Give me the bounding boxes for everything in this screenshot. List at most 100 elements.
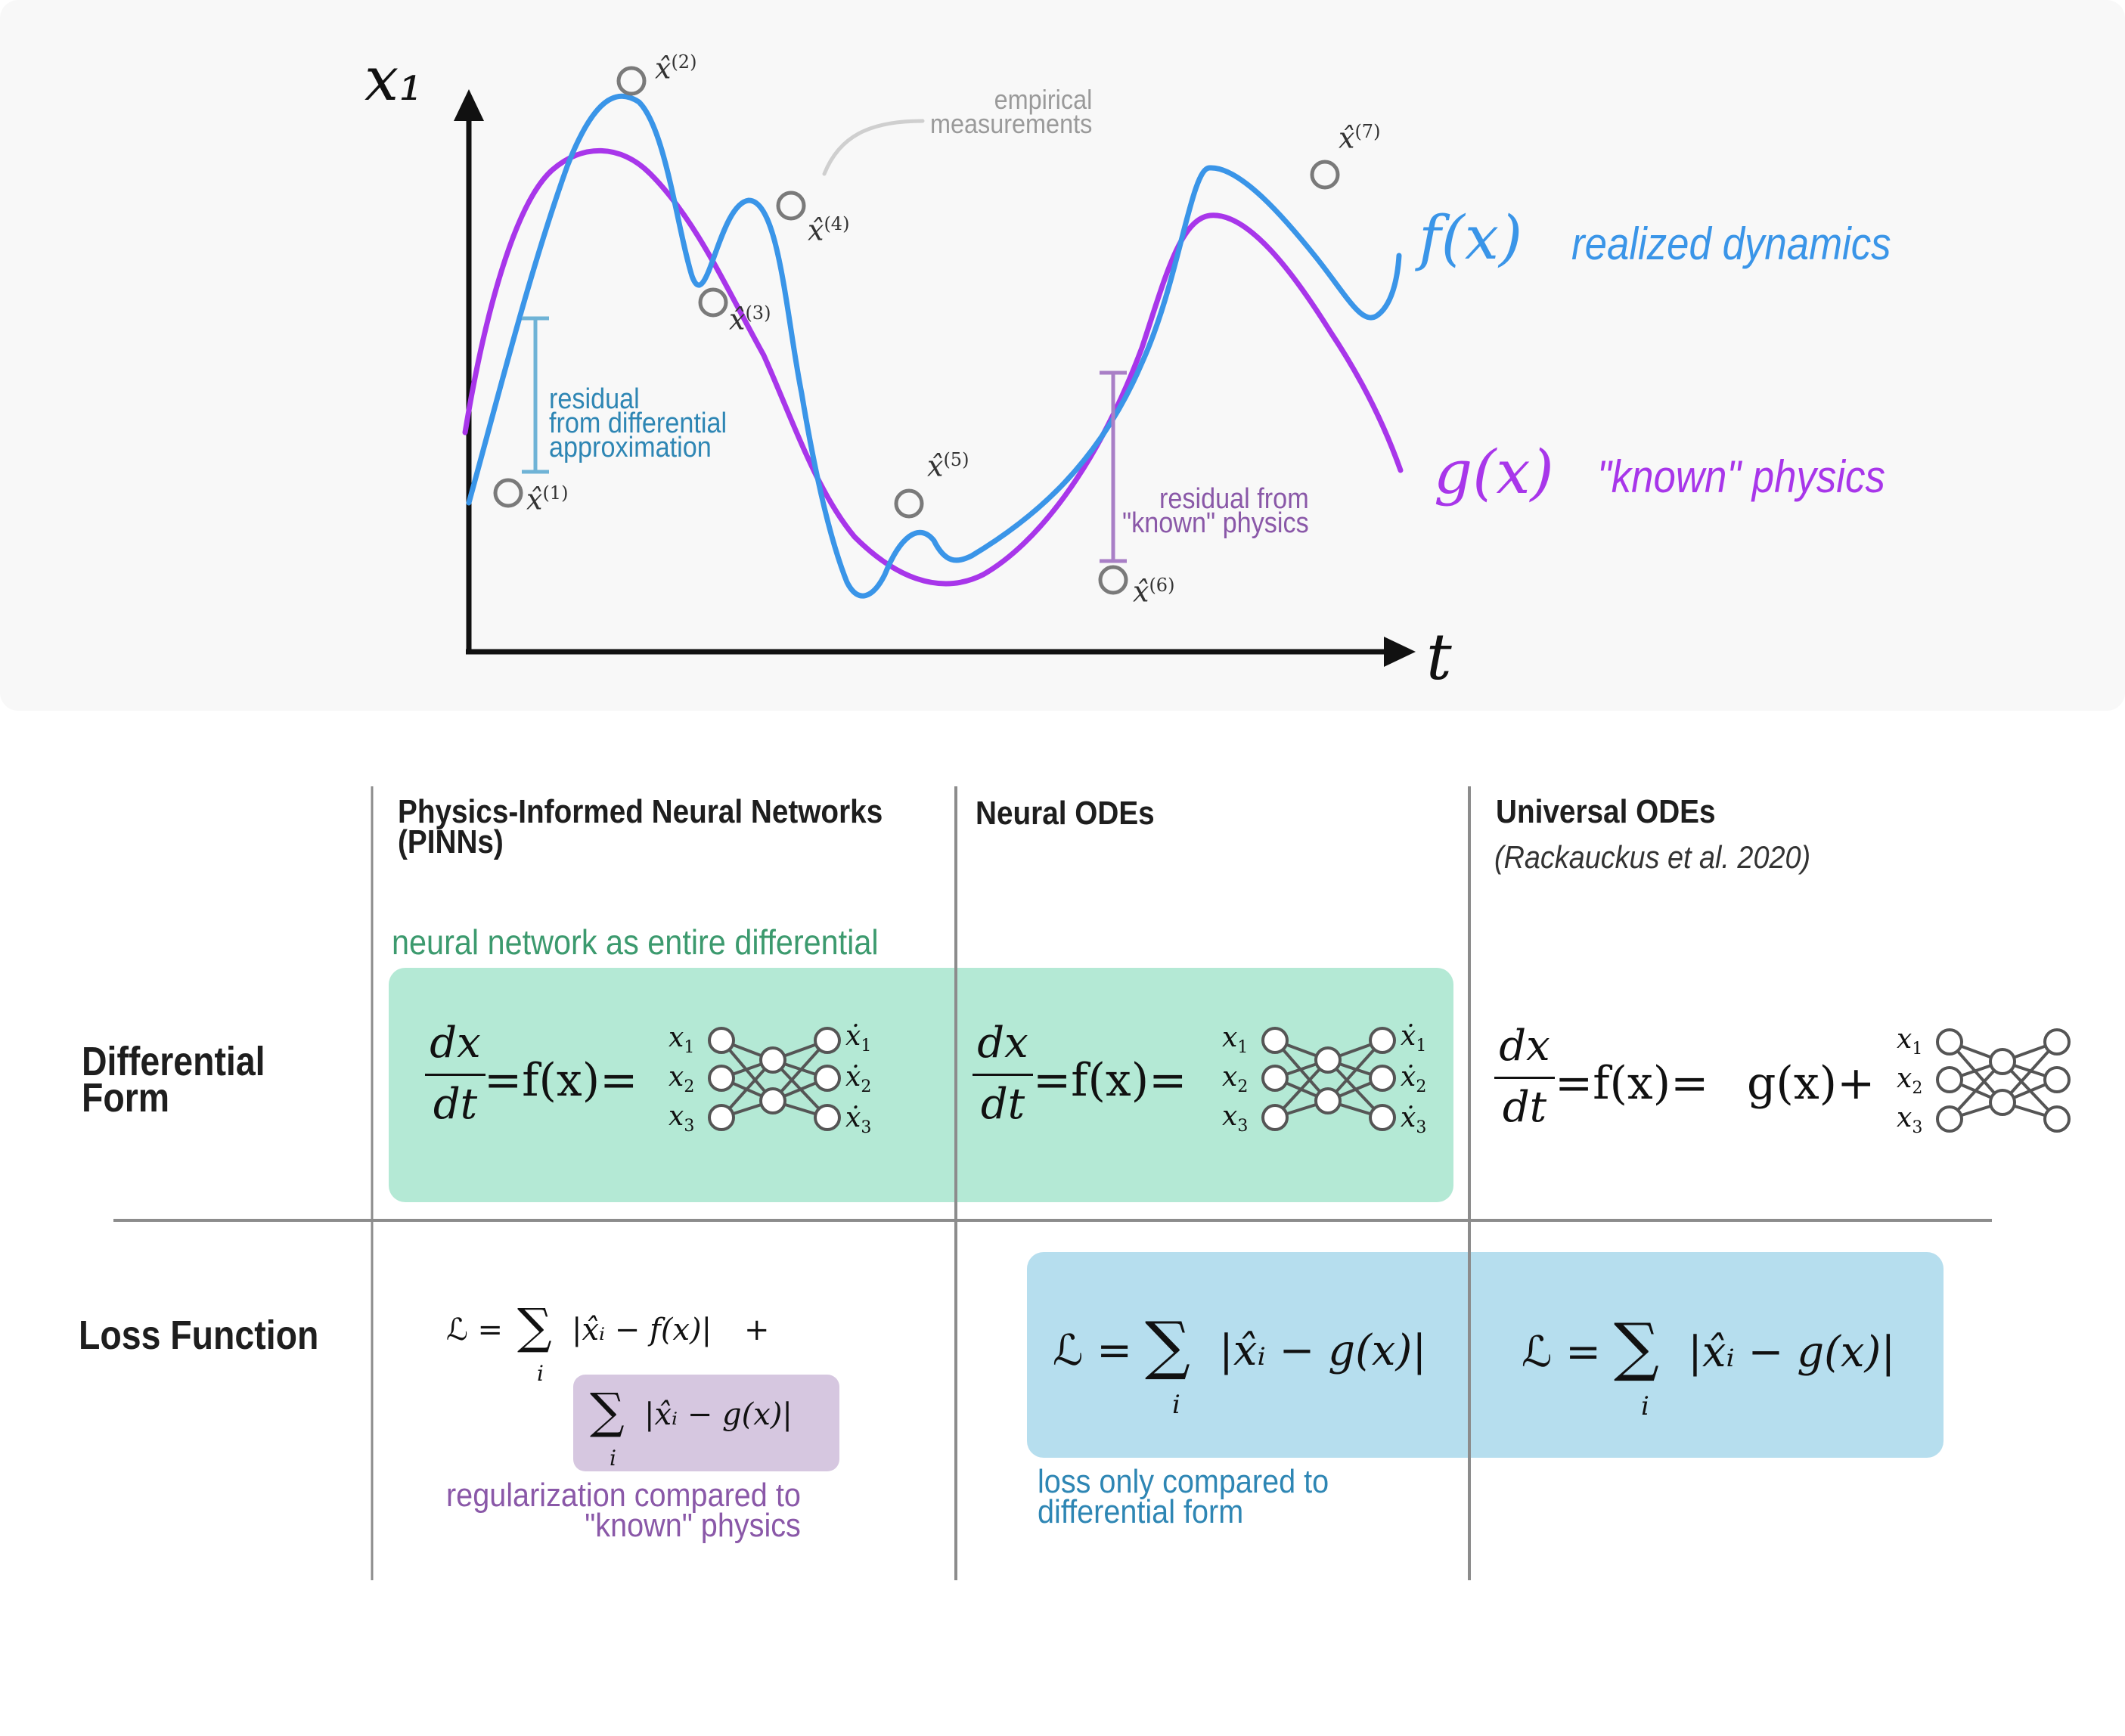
uode-input-3: x3	[1897, 1102, 1923, 1138]
node-loss-sum: ∑	[1145, 1308, 1190, 1382]
row-header-differential-line1: Differential	[82, 1039, 265, 1084]
measurement-label-5: x̂(5)	[927, 449, 969, 483]
purple-note-line1: regularization compared to	[446, 1477, 801, 1514]
node-equals-f: =f(x)=	[1033, 1054, 1187, 1107]
y-axis-label: x₁	[365, 44, 423, 114]
col-header-pinn-line2: (PINNs)	[398, 823, 504, 860]
col-header-pinn: Physics-Informed Neural Networks (PINNs)	[398, 793, 883, 860]
node-network	[1261, 1027, 1396, 1131]
measurement-6	[1098, 565, 1128, 595]
empirical-note: empirical measurements	[930, 84, 1093, 139]
uode-network	[1936, 1028, 2071, 1133]
node-output-3: ẋ3	[1401, 1102, 1427, 1138]
uode-g-plus: g(x)+	[1747, 1057, 1875, 1110]
col-header-neural-odes: Neural ODEs	[976, 795, 1155, 832]
node-dx: dx	[977, 1018, 1028, 1068]
col-subheader-universal-odes: (Rackauckus et al. 2020)	[1494, 839, 1811, 875]
uode-input-2: x2	[1897, 1063, 1923, 1099]
pinn-network	[708, 1027, 841, 1131]
node-loss-index: i	[1172, 1390, 1180, 1420]
row-header-differential-form: Differential Form	[82, 1039, 265, 1121]
uode-input-1: x1	[1897, 1024, 1923, 1059]
pinn-loss-term1: |x̂ᵢ − f(x)|	[572, 1313, 712, 1347]
node-loss-term: |x̂ᵢ − g(x)|	[1219, 1326, 1427, 1375]
pinn-input-2: x2	[669, 1062, 695, 1097]
pinn-loss-index: i	[537, 1361, 544, 1386]
pinn-loss-index2: i	[610, 1446, 616, 1471]
uode-loss-sum: ∑	[1614, 1310, 1659, 1384]
blue-highlight-box	[1027, 1252, 1944, 1458]
pinn-loss-sum2: ∑	[590, 1384, 625, 1440]
pinn-output-3: ẋ3	[845, 1102, 872, 1138]
blue-note: loss only compared to differential form	[1038, 1463, 1329, 1530]
uode-equals-f: =f(x)=	[1555, 1057, 1709, 1110]
y-axis-arrow	[454, 89, 484, 121]
node-input-1: x1	[1222, 1022, 1249, 1058]
col-header-neural-odes-line1: Neural ODEs	[976, 795, 1155, 832]
node-output-2: ẋ2	[1401, 1062, 1427, 1097]
measurement-3	[698, 287, 728, 318]
residual-diff-line1: residual	[549, 383, 640, 415]
pinn-output-2: ẋ2	[845, 1062, 872, 1097]
col-header-universal-odes-line1: Universal ODEs	[1496, 793, 1716, 830]
x-axis-arrow	[1384, 637, 1416, 667]
pinn-dt: dt	[425, 1074, 485, 1129]
g-curve	[462, 147, 1404, 587]
x-axis-label: t	[1426, 620, 1452, 694]
node-dt: dt	[973, 1074, 1033, 1129]
node-dxdt: dx dt	[973, 1019, 1033, 1129]
empirical-connector	[822, 119, 925, 176]
purple-highlight-box	[573, 1375, 839, 1471]
pinn-loss-term2: |x̂ᵢ − g(x)|	[644, 1397, 793, 1432]
measurement-label-1: x̂(1)	[526, 482, 569, 516]
uode-dxdt: dx dt	[1494, 1022, 1555, 1132]
empirical-line2: measurements	[930, 108, 1093, 139]
node-output-1: ẋ1	[1401, 1021, 1427, 1056]
residual-diff-note: residual from differential approximation	[549, 383, 727, 463]
dynamics-plot	[454, 66, 1416, 667]
uode-dx: dx	[1499, 1021, 1550, 1071]
f-description: realized dynamics	[1571, 219, 1891, 269]
row-header-loss-line1: Loss Function	[79, 1313, 319, 1358]
green-note: neural network as entire differential	[392, 922, 879, 962]
blue-note-line1: loss only compared to	[1038, 1463, 1329, 1500]
pinn-loss-sum: ∑	[517, 1299, 552, 1355]
node-input-2: x2	[1222, 1062, 1249, 1097]
row-header-differential-line2: Form	[82, 1075, 170, 1121]
measurement-label-3: x̂(3)	[729, 302, 771, 336]
purple-note-line2: "known" physics	[585, 1507, 801, 1544]
pinn-dxdt: dx dt	[425, 1019, 485, 1129]
residual-known-line1: residual from	[1159, 483, 1309, 515]
residual-known-line2: "known" physics	[1122, 507, 1309, 539]
measurement-label-4: x̂(4)	[808, 213, 850, 247]
measurement-1	[493, 478, 523, 508]
measurement-label-2: x̂(2)	[655, 51, 697, 85]
uode-dt: dt	[1494, 1077, 1555, 1132]
purple-note: regularization compared to "known" physi…	[446, 1477, 801, 1544]
pinn-equals-f: =f(x)=	[484, 1054, 638, 1107]
node-input-3: x3	[1222, 1101, 1249, 1136]
measurement-points	[493, 66, 1340, 595]
pinn-output-1: ẋ1	[845, 1021, 872, 1056]
g-description: "known" physics	[1597, 451, 1885, 502]
residual-known-note: residual from "known" physics	[1122, 483, 1309, 539]
empirical-line1: empirical	[994, 84, 1093, 115]
pinn-dx: dx	[430, 1018, 481, 1068]
pinn-input-1: x1	[669, 1022, 695, 1058]
pinn-loss-L: ℒ =	[446, 1313, 504, 1347]
measurement-label-7: x̂(7)	[1339, 121, 1381, 155]
uode-loss-L: ℒ =	[1522, 1328, 1602, 1377]
col-header-pinn-line1: Physics-Informed Neural Networks	[398, 793, 883, 830]
row-header-loss-function: Loss Function	[79, 1313, 319, 1358]
measurement-7	[1310, 160, 1340, 190]
f-label: f(x)	[1419, 203, 1523, 273]
blue-note-line2: differential form	[1038, 1493, 1244, 1530]
residual-diff-bar	[522, 316, 549, 474]
residual-known-bar	[1100, 370, 1127, 563]
measurement-5	[894, 488, 924, 519]
node-loss-L: ℒ =	[1053, 1326, 1133, 1375]
col-header-universal-odes: Universal ODEs	[1496, 793, 1716, 830]
residual-diff-line3: approximation	[549, 432, 712, 463]
